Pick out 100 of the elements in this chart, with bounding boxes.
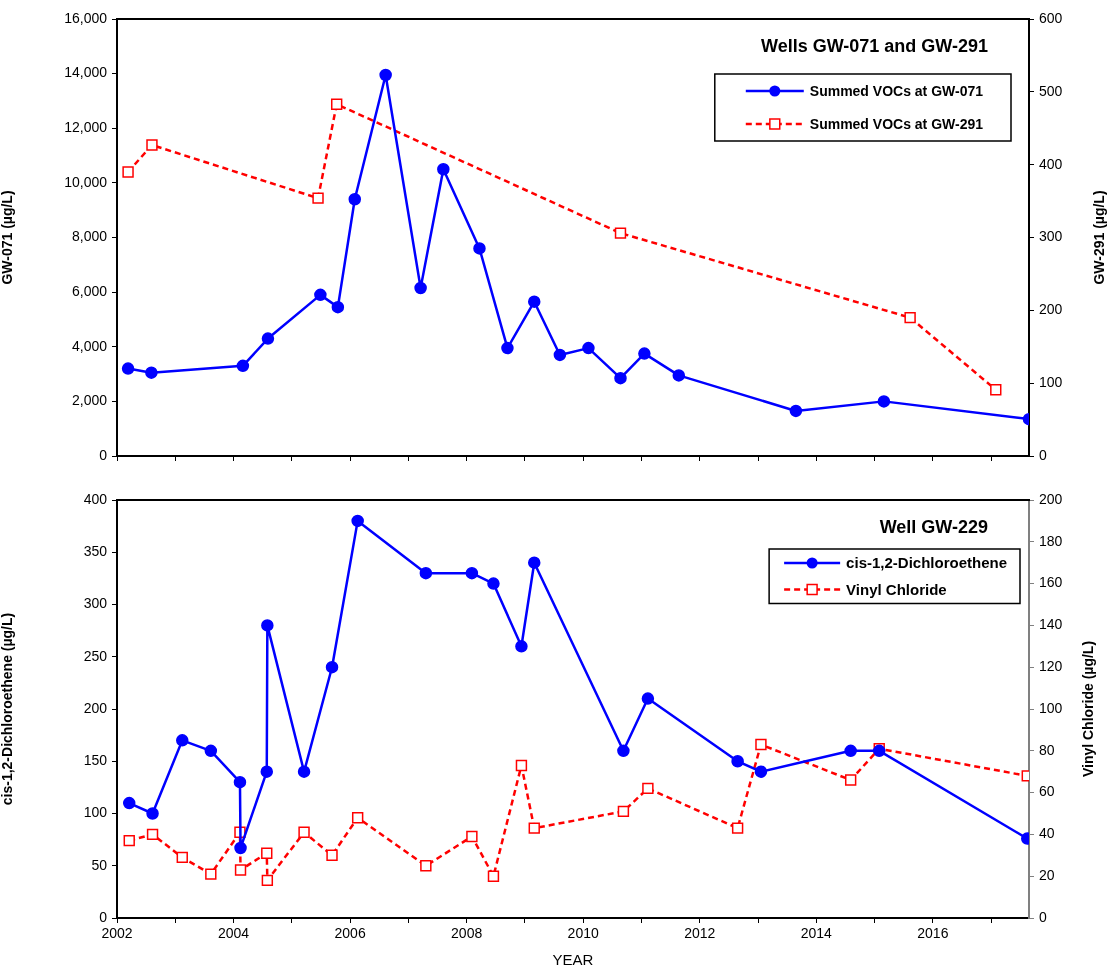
point: [176, 851, 188, 864]
point: [553, 348, 567, 362]
point: [515, 640, 528, 653]
y-tick-label: 4,000: [71, 337, 108, 354]
x-tick-label: 2014: [800, 925, 833, 942]
point: [379, 68, 392, 82]
point: [672, 369, 686, 382]
point: [348, 193, 362, 206]
point: [122, 166, 134, 178]
point: [331, 300, 345, 314]
point: [233, 775, 247, 789]
point: [904, 311, 916, 324]
y-tick-label: 0: [99, 446, 108, 463]
point: [146, 139, 158, 151]
point: [146, 807, 159, 820]
point: [990, 384, 1002, 396]
y-tick-label: 14,000: [64, 64, 108, 81]
y2-tick-label: 20: [1039, 867, 1055, 884]
point: [121, 362, 135, 375]
y2-tick-label: 200: [1039, 490, 1063, 507]
point: [754, 765, 768, 778]
point: [473, 242, 486, 255]
y-tick-label: 8,000: [71, 228, 108, 245]
legend-label: Summed VOCs at GW-291: [809, 115, 984, 132]
point: [755, 738, 767, 751]
y2-tick-label: 500: [1039, 82, 1063, 99]
y-tick-label: 50: [91, 856, 108, 873]
point: [205, 868, 217, 880]
y2-axis-title: GW-291 (µg/L): [1090, 190, 1107, 285]
point: [325, 660, 339, 674]
point: [877, 395, 891, 408]
y-tick-label: 400: [83, 490, 108, 507]
point: [844, 774, 857, 786]
text: Wells GW-071 and GW-291: [760, 35, 988, 56]
point: [419, 566, 433, 580]
point: [261, 619, 274, 632]
point: [312, 192, 324, 204]
point: [234, 841, 247, 855]
point: [614, 371, 627, 385]
y-tick-label: 300: [83, 595, 108, 612]
point: [123, 834, 135, 847]
point: [614, 227, 627, 239]
y2-tick-label: 300: [1039, 228, 1063, 245]
point: [326, 849, 338, 861]
y-tick-label: 0: [99, 908, 108, 925]
point: [731, 755, 744, 768]
y-tick-label: 150: [83, 752, 108, 769]
y-tick-label: 2,000: [71, 392, 108, 409]
point: [515, 759, 528, 772]
point: [487, 577, 500, 590]
point: [731, 822, 744, 834]
point: [261, 847, 273, 859]
point: [145, 366, 158, 379]
point: [260, 765, 274, 778]
y2-tick-label: 600: [1039, 9, 1063, 26]
text: Well GW-229: [879, 516, 988, 537]
y2-tick-label: 100: [1039, 374, 1063, 391]
y-axis-title: GW-071 (µg/L): [0, 190, 16, 285]
y-tick-label: 250: [83, 647, 108, 664]
point: [501, 341, 514, 355]
point: [331, 98, 343, 110]
point: [351, 811, 364, 824]
point: [122, 796, 136, 810]
point: [414, 281, 427, 295]
y2-tick-label: 120: [1039, 658, 1063, 675]
y2-tick-label: 0: [1039, 908, 1047, 925]
point: [617, 805, 630, 818]
legend-label: Summed VOCs at GW-071: [809, 82, 984, 99]
point: [638, 347, 651, 360]
x-tick-label: 2004: [217, 925, 250, 942]
point: [582, 341, 595, 355]
x-tick-label: 2012: [684, 925, 716, 942]
y-tick-label: 6,000: [71, 282, 108, 299]
y2-tick-label: 200: [1039, 301, 1063, 318]
y-tick-label: 350: [83, 543, 108, 560]
y2-tick-label: 100: [1039, 699, 1063, 716]
y2-tick-label: 160: [1039, 574, 1063, 591]
y2-tick-label: 0: [1039, 446, 1047, 463]
y-axis-title: cis-1,2-Dichloroethene (µg/L): [0, 612, 16, 806]
point: [466, 830, 478, 843]
point: [351, 514, 364, 528]
y2-tick-label: 40: [1039, 825, 1055, 842]
point: [844, 744, 857, 758]
y2-tick-label: 60: [1039, 783, 1055, 800]
legend-label: Vinyl Chloride: [846, 580, 947, 598]
point: [528, 295, 541, 308]
point: [465, 566, 479, 580]
point: [528, 822, 540, 834]
y2-tick-label: 140: [1039, 616, 1063, 633]
point: [234, 864, 247, 876]
x-tick-label: 2006: [334, 925, 366, 942]
point: [297, 765, 311, 778]
point: [298, 826, 310, 839]
point: [617, 744, 630, 758]
y-tick-label: 12,000: [64, 119, 108, 136]
y-tick-label: 200: [83, 699, 108, 716]
x-tick-label: 2008: [451, 925, 483, 942]
point: [528, 556, 541, 569]
y2-tick-label: 400: [1039, 155, 1063, 172]
point: [420, 860, 432, 872]
